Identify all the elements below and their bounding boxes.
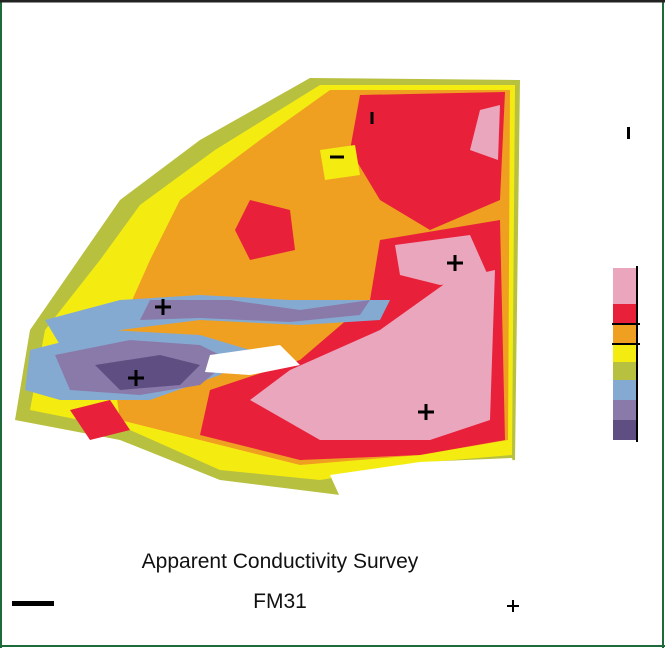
map-subtitle: FM31 — [253, 590, 307, 613]
legend-swatch — [613, 344, 638, 362]
north-mark — [627, 127, 630, 139]
legend-swatch — [613, 324, 638, 344]
legend-swatch — [613, 268, 638, 286]
map-title: Apparent Conductivity Survey — [142, 550, 419, 573]
legend-swatch — [613, 400, 638, 420]
legend-swatch — [613, 380, 638, 400]
scale-bar — [12, 601, 54, 606]
legend-swatch — [613, 420, 638, 440]
zone-yellow-inner — [320, 145, 360, 180]
map-page: Apparent Conductivity Survey FM31 — [0, 0, 665, 648]
legend-swatch — [613, 304, 638, 324]
legend-swatch — [613, 362, 638, 380]
legend-swatch — [613, 286, 638, 304]
